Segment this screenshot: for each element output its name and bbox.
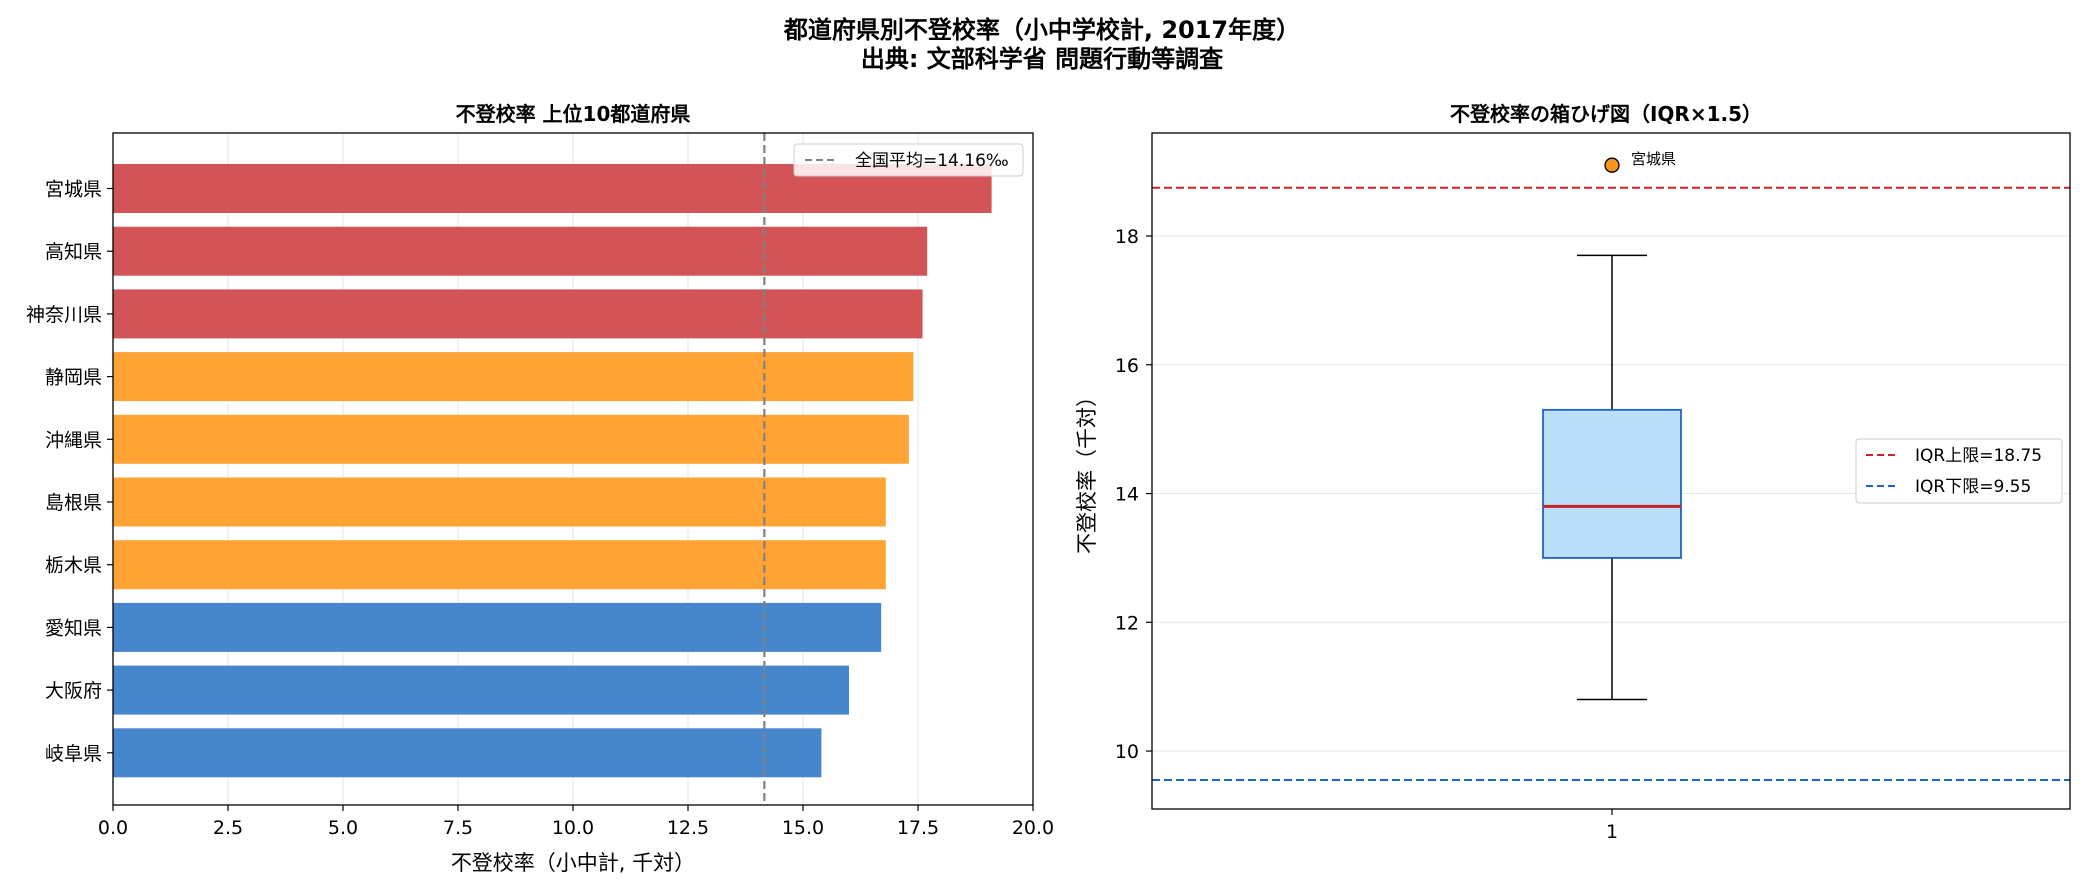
- figure-title-line2: 出典: 文部科学省 問題行動等調査: [861, 45, 1223, 73]
- iqr-box: [1542, 408, 1682, 559]
- bar-chart-xtick-label: 5.0: [328, 817, 358, 839]
- box-plot-legend-frame: [1855, 438, 2063, 504]
- bar-chart-xtick-label: 17.5: [897, 817, 939, 839]
- bar-chart-value-ticks: 0.0 2.5 5.0 7.5 10.0 12.5 15.0 17.5 20.0: [98, 805, 1054, 839]
- bar-chart-title: 不登校率 上位10都道府県: [456, 102, 691, 126]
- bar-8: [113, 665, 849, 715]
- bar-6: [113, 540, 886, 590]
- box-plot-xtick-label: 1: [1606, 821, 1618, 843]
- box-plot-value-ticks: 10 12 14 16 18: [1115, 226, 1152, 763]
- box-plot-ytick-label: 10: [1115, 741, 1139, 763]
- bar-chart-bars: [113, 164, 992, 778]
- bar-2: [113, 289, 923, 339]
- bar-9: [113, 728, 822, 778]
- box-plot-box: [1542, 254, 1682, 701]
- bar-chart-xtick-label: 20.0: [1012, 817, 1054, 839]
- box-plot-ytick-label: 12: [1115, 612, 1139, 634]
- bar-chart-category-label: 神奈川県: [26, 304, 102, 326]
- bar-chart-category-label: 高知県: [45, 241, 102, 263]
- box-plot-ytick-label: 14: [1115, 484, 1139, 506]
- bar-5: [113, 477, 886, 527]
- bar-chart-legend-frame: [793, 143, 1024, 177]
- bar-1: [113, 226, 928, 276]
- outlier-point: [1604, 157, 1620, 173]
- bar-chart-xtick-label: 2.5: [213, 817, 243, 839]
- bar-chart-category-label: 島根県: [45, 492, 102, 514]
- bar-chart-panel: 不登校率 上位10都道府県 宮城県高知県神奈川県静岡県沖縄県島根県栃木県愛知県大…: [26, 102, 1054, 875]
- outlier-label: 宮城県: [1631, 150, 1676, 168]
- box-plot-outliers: 宮城県: [1604, 150, 1676, 173]
- bar-chart-category-label: 静岡県: [45, 367, 102, 389]
- bar-chart-legend: 全国平均=14.16‰: [793, 143, 1024, 177]
- bar-4: [113, 414, 909, 464]
- box-plot-frame: [1151, 132, 2071, 810]
- bar-7: [113, 602, 882, 652]
- box-plot-category-ticks: 1: [1606, 809, 1618, 843]
- legend-mean-label: 全国平均=14.16‰: [855, 151, 1009, 171]
- legend-upper-fence-label: IQR上限=18.75: [1915, 446, 2042, 466]
- bar-chart-xtick-label: 0.0: [98, 817, 128, 839]
- bar-3: [113, 352, 914, 402]
- bar-chart-category-label: 大阪府: [45, 680, 102, 702]
- bar-chart-category-label: 沖縄県: [45, 429, 102, 451]
- bar-chart-category-label: 宮城県: [45, 179, 102, 201]
- bar-chart-category-label: 栃木県: [45, 555, 102, 577]
- bar-chart-xtick-label: 10.0: [552, 817, 594, 839]
- box-plot-title: 不登校率の箱ひげ図（IQR×1.5）: [1450, 102, 1762, 126]
- bar-chart-category-label: 岐阜県: [45, 743, 102, 765]
- box-plot-ylabel: 不登校率（千対）: [1075, 386, 1099, 554]
- figure-title-line1: 都道府県別不登校率（小中学校計, 2017年度）: [783, 16, 1300, 44]
- box-plot-fence-lines: [1152, 186, 2070, 782]
- box-plot-panel: 不登校率の箱ひげ図（IQR×1.5） 宮城県 10 12 14 16 18 1 不登校率…: [1075, 102, 2071, 843]
- bar-chart-xtick-label: 15.0: [782, 817, 824, 839]
- box-plot-ytick-label: 18: [1115, 226, 1139, 248]
- bar-chart-category-label: 愛知県: [45, 617, 102, 639]
- bar-chart-xtick-label: 7.5: [443, 817, 473, 839]
- bar-chart-xtick-label: 12.5: [667, 817, 709, 839]
- box-plot-legend: IQR上限=18.75 IQR下限=9.55: [1855, 438, 2063, 504]
- legend-lower-fence-label: IQR下限=9.55: [1915, 477, 2031, 497]
- bar-chart-xlabel: 不登校率（小中計, 千対）: [451, 851, 695, 875]
- box-plot-ytick-label: 16: [1115, 355, 1139, 377]
